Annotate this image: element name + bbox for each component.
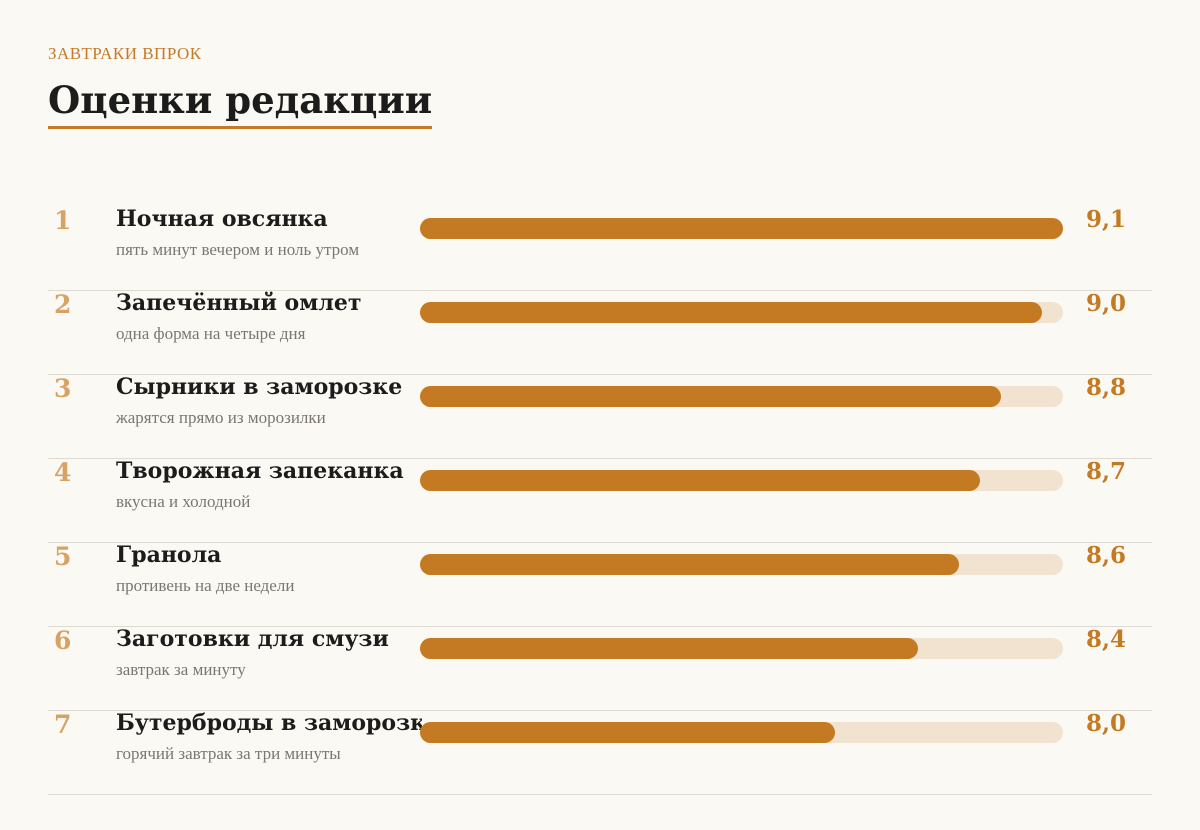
dish-subtitle: горячий завтрак за три минуты <box>116 744 341 763</box>
section-kicker: ЗАВТРАКИ ВПРОК <box>48 44 202 63</box>
score-value: 9,1 <box>1086 206 1127 233</box>
rating-row: 3 Сырники в заморозке жарятся прямо из м… <box>48 374 1152 459</box>
score-bar <box>420 554 959 575</box>
score-bar-track <box>420 470 1063 491</box>
score-value: 8,7 <box>1086 458 1127 485</box>
score-bar <box>420 722 835 743</box>
rank-number: 7 <box>54 710 72 739</box>
dish-subtitle: противень на две недели <box>116 576 295 595</box>
page-title: Оценки редакции <box>48 76 433 129</box>
dish-subtitle: вкусна и холодной <box>116 492 251 511</box>
score-value: 8,0 <box>1086 710 1127 737</box>
score-bar-track <box>420 554 1063 575</box>
score-bar <box>420 302 1042 323</box>
rating-row: 6 Заготовки для смузи завтрак за минуту … <box>48 626 1152 711</box>
dish-subtitle: пять минут вечером и ноль утром <box>116 240 360 259</box>
score-bar-track <box>420 722 1063 743</box>
dish-subtitle: завтрак за минуту <box>116 660 246 679</box>
dish-name: Запечённый омлет <box>116 290 362 316</box>
score-value: 8,4 <box>1086 626 1127 653</box>
dish-name: Сырники в заморозке <box>116 374 403 400</box>
score-value: 8,6 <box>1086 542 1127 569</box>
rank-number: 4 <box>54 458 72 487</box>
rating-row: 7 Бутерброды в заморозке горячий завтрак… <box>48 710 1152 795</box>
dish-name: Ночная овсянка <box>116 206 328 232</box>
dish-subtitle: одна форма на четыре дня <box>116 324 306 343</box>
dish-name: Творожная запеканка <box>116 458 404 484</box>
dish-subtitle: жарятся прямо из морозилки <box>116 408 326 427</box>
rank-number: 3 <box>54 374 72 403</box>
score-bar-track <box>420 386 1063 407</box>
score-bar-track <box>420 218 1063 239</box>
score-bar <box>420 218 1063 239</box>
rank-number: 6 <box>54 626 72 655</box>
score-bar-track <box>420 638 1063 659</box>
dish-name: Заготовки для смузи <box>116 626 389 652</box>
score-value: 9,0 <box>1086 290 1127 317</box>
rating-row: 2 Запечённый омлет одна форма на четыре … <box>48 290 1152 375</box>
rank-number: 1 <box>54 206 72 235</box>
score-bar <box>420 386 1001 407</box>
dish-name: Гранола <box>116 542 222 568</box>
rating-row: 1 Ночная овсянка пять минут вечером и но… <box>48 206 1152 291</box>
rank-number: 2 <box>54 290 72 319</box>
score-bar <box>420 638 918 659</box>
dish-name: Бутерброды в заморозке <box>116 710 422 736</box>
rank-number: 5 <box>54 542 72 571</box>
rating-row: 4 Творожная запеканка вкусна и холодной … <box>48 458 1152 543</box>
score-bar-track <box>420 302 1063 323</box>
score-bar <box>420 470 980 491</box>
score-value: 8,8 <box>1086 374 1127 401</box>
rating-row: 5 Гранола противень на две недели 8,6 <box>48 542 1152 627</box>
